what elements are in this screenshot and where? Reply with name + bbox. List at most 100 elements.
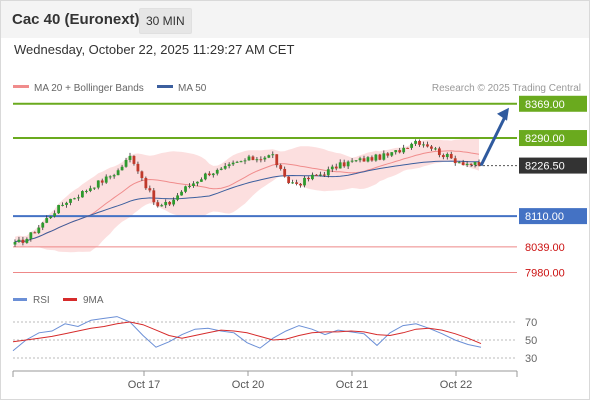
candle-up <box>13 241 17 245</box>
candle-down <box>283 168 287 177</box>
bollinger-bands <box>15 137 479 253</box>
x-tick-label: Oct 21 <box>336 379 368 391</box>
candle-up <box>211 173 215 176</box>
candle-down <box>386 153 390 156</box>
rsi-ma-swatch <box>63 298 77 301</box>
candle-down <box>426 144 429 147</box>
candle-up <box>346 161 350 167</box>
timeframe-badge[interactable]: 30 MIN <box>139 8 192 34</box>
resistance-level-label: 8290.00 <box>525 133 565 145</box>
timestamp: Wednesday, October 22, 2025 11:29:27 AM … <box>14 42 295 57</box>
candle-down <box>398 150 402 153</box>
candle-up <box>49 216 53 219</box>
candle-up <box>188 186 191 188</box>
candle-up <box>29 232 33 239</box>
current-price-label: 8226.50 <box>525 161 565 173</box>
candle-down <box>307 177 310 180</box>
candle-up <box>184 186 187 192</box>
candle-up <box>330 166 334 170</box>
candle-up <box>124 159 128 167</box>
candle-up <box>37 227 41 233</box>
candle-down <box>100 180 104 183</box>
ma50-line <box>14 160 479 243</box>
candle-up <box>263 157 267 160</box>
candle-up <box>108 176 112 178</box>
candle-up <box>433 148 437 150</box>
candle-up <box>180 191 183 196</box>
candle-up <box>77 197 80 199</box>
x-axis: Oct 17 Oct 20 Oct 21 Oct 22 <box>12 370 518 391</box>
forecast-arrowhead <box>497 107 509 121</box>
forecast-arrow <box>479 107 509 167</box>
ma20-line <box>14 150 480 243</box>
candle-down <box>430 146 433 149</box>
candle-down <box>136 163 140 172</box>
candle-up <box>227 164 231 167</box>
chart-title: Cac 40 (Euronext) <box>12 11 140 28</box>
candle-up <box>255 159 259 161</box>
x-tick-label: Oct 22 <box>440 379 472 391</box>
candle-down <box>334 166 338 169</box>
candle-up <box>41 222 45 228</box>
rsi-legend: RSI 9MA <box>13 295 104 306</box>
candle-up <box>203 173 207 180</box>
ma20-swatch <box>13 85 29 88</box>
candle-up <box>199 179 203 182</box>
candle-down <box>315 174 318 176</box>
candle-up <box>73 198 76 200</box>
candle-down <box>477 162 481 166</box>
candle-down <box>207 173 211 176</box>
candle-down <box>469 163 473 165</box>
candle-up <box>116 170 120 176</box>
x-tick-label: Oct 20 <box>232 379 264 391</box>
rsi-swatch <box>13 298 27 301</box>
candle-down <box>378 154 382 160</box>
candle-down <box>148 188 152 191</box>
candle-up <box>267 155 271 158</box>
ma20-legend-label: MA 20 + Bollinger Bands <box>34 83 144 94</box>
candle-up <box>192 183 195 187</box>
candle-down <box>140 171 144 179</box>
candle-down <box>259 159 263 161</box>
candle-down <box>370 157 374 161</box>
candle-down <box>295 182 298 184</box>
candle-down <box>279 165 283 169</box>
candle-up <box>358 158 362 161</box>
rsi-tick-label: 50 <box>525 335 537 347</box>
candle-down <box>156 202 160 207</box>
candle-down <box>152 190 156 203</box>
pivot-label-bg <box>519 208 587 225</box>
bollinger-band-area <box>15 137 479 253</box>
ma50-swatch <box>157 85 173 88</box>
candle-up <box>57 204 61 214</box>
candle-up <box>338 162 342 169</box>
candle-up <box>215 169 219 174</box>
candle-down <box>418 140 421 145</box>
candle-up <box>128 155 132 160</box>
candle-down <box>132 155 136 164</box>
candle-up <box>366 157 370 162</box>
candle-up <box>382 153 386 160</box>
candle-down <box>168 201 172 205</box>
x-tick-label: Oct 17 <box>128 379 160 391</box>
rsi-panel: 70 50 30 <box>12 316 537 365</box>
candle-up <box>53 213 57 217</box>
candle-up <box>69 198 72 203</box>
candle-up <box>112 175 116 177</box>
candle-up <box>61 204 64 206</box>
candle-down <box>322 174 326 176</box>
pivot-level-label: 8110.00 <box>525 211 564 223</box>
legend: MA 20 + Bollinger Bands MA 50 Research ©… <box>13 83 581 94</box>
candle-down <box>441 155 445 158</box>
candle-up <box>96 180 100 188</box>
candle-up <box>350 160 354 162</box>
candle-up <box>160 205 164 207</box>
resistance-label-bg <box>519 130 587 147</box>
rsi-line <box>12 316 482 352</box>
candle-down <box>406 147 410 149</box>
candle-down <box>449 153 453 159</box>
candle-up <box>81 191 84 198</box>
rsi-legend-label: RSI <box>33 295 50 306</box>
candle-up <box>473 162 477 165</box>
